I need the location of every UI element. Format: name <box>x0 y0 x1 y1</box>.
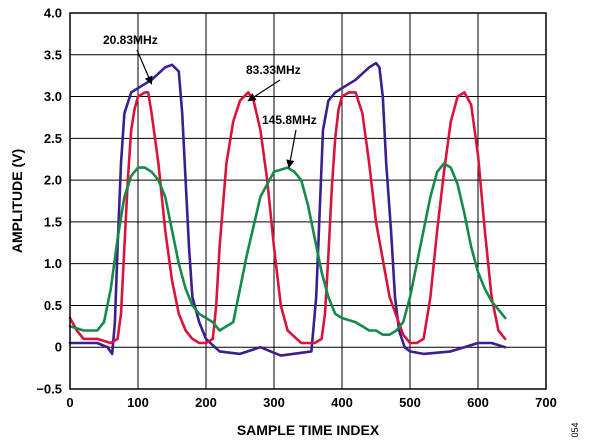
y-tick-label: 1.0 <box>44 256 62 271</box>
series-layer <box>68 61 507 357</box>
y-tick-label: 4.0 <box>44 6 62 21</box>
annotation-label: 83.33MHz <box>246 63 301 77</box>
x-tick-label: 200 <box>195 395 217 410</box>
y-tick-label: 0.5 <box>44 298 62 313</box>
x-tick-label: 400 <box>331 395 353 410</box>
x-tick-label: 700 <box>535 395 557 410</box>
plot-frame <box>69 12 547 390</box>
annotations: 20.83MHz 83.33MHz 145.8MHz <box>103 33 317 169</box>
annotation-label: 145.8MHz <box>262 113 317 127</box>
x-tick-label: 100 <box>127 395 149 410</box>
y-tick-label: 3.5 <box>44 47 62 62</box>
annotation-arrow <box>247 79 281 102</box>
series-line-20-83mhz <box>68 61 507 357</box>
y-tick-label: 3.0 <box>44 89 62 104</box>
annotation-arrow <box>286 129 297 169</box>
x-tick-label: 600 <box>467 395 489 410</box>
series-line-145-8mhz <box>68 162 507 337</box>
x-tick-label: 0 <box>66 395 73 410</box>
y-tick-label: 0 <box>55 340 62 355</box>
x-tick-label: 300 <box>263 395 285 410</box>
figure-id: 054 <box>570 422 580 437</box>
y-tick-label: 2.5 <box>44 131 62 146</box>
y-tick-labels: −0.5 0 0.5 1.0 1.5 2.0 2.5 3.0 3.5 4.0 <box>36 6 62 397</box>
series-line-83-33mhz <box>68 91 507 345</box>
y-axis-title: AMPLITUDE (V) <box>9 149 25 253</box>
x-tick-labels: 0 100 200 300 400 500 600 700 <box>66 395 556 410</box>
y-tick-label: 2.0 <box>44 173 62 188</box>
y-tick-label: −0.5 <box>36 382 62 397</box>
annotation-arrow <box>136 49 153 85</box>
x-axis-title: SAMPLE TIME INDEX <box>237 422 380 438</box>
y-tick-label: 1.5 <box>44 214 62 229</box>
x-tick-label: 500 <box>399 395 421 410</box>
annotation-label: 20.83MHz <box>103 33 158 47</box>
